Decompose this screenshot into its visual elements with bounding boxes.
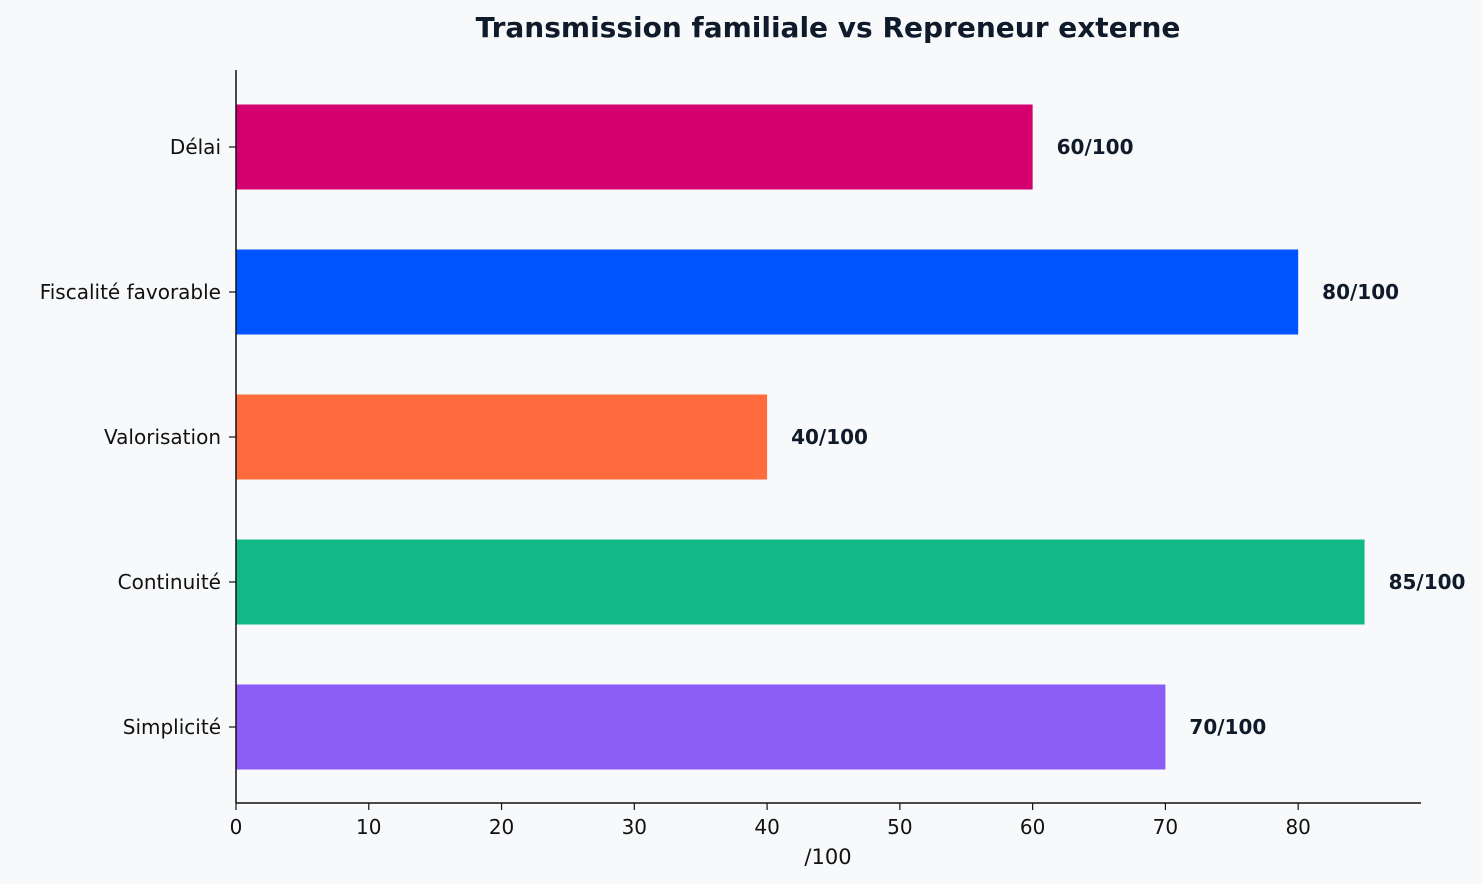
data-label-4: 70/100 xyxy=(1189,715,1266,739)
x-tick-label-6: 60 xyxy=(1020,815,1045,839)
x-tick-label-0: 0 xyxy=(230,815,243,839)
y-tick-label-0: Délai xyxy=(170,135,221,159)
bar-4 xyxy=(236,684,1166,770)
bar-1 xyxy=(236,249,1299,335)
y-axis: Délai Fiscalité favorable Valorisation Cont… xyxy=(40,70,237,803)
y-tick-label-3: Continuité xyxy=(118,570,221,594)
x-axis: 0 10 20 30 40 50 60 70 80 xyxy=(230,802,1421,839)
data-label-1: 80/100 xyxy=(1322,280,1399,304)
bar-2 xyxy=(236,394,768,480)
y-tick-label-4: Simplicité xyxy=(123,715,221,739)
data-label-2: 40/100 xyxy=(791,425,868,449)
bar-3 xyxy=(236,539,1365,625)
y-tick-label-1: Fiscalité favorable xyxy=(40,280,221,304)
data-label-3: 85/100 xyxy=(1389,570,1466,594)
x-tick-label-5: 50 xyxy=(887,815,912,839)
y-tick-label-2: Valorisation xyxy=(104,425,221,449)
chart-title: Transmission familiale vs Repreneur exte… xyxy=(476,11,1181,44)
x-tick-label-3: 30 xyxy=(622,815,647,839)
x-tick-label-2: 20 xyxy=(489,815,514,839)
x-tick-label-8: 80 xyxy=(1285,815,1310,839)
x-tick-label-4: 40 xyxy=(754,815,779,839)
bars-layer xyxy=(236,104,1365,770)
bar-0 xyxy=(236,104,1033,190)
x-tick-label-7: 70 xyxy=(1153,815,1178,839)
x-axis-label: /100 xyxy=(804,845,851,869)
x-tick-label-1: 10 xyxy=(356,815,381,839)
data-labels-layer: 60/100 80/100 40/100 85/100 70/100 xyxy=(791,135,1465,739)
data-label-0: 60/100 xyxy=(1057,135,1134,159)
